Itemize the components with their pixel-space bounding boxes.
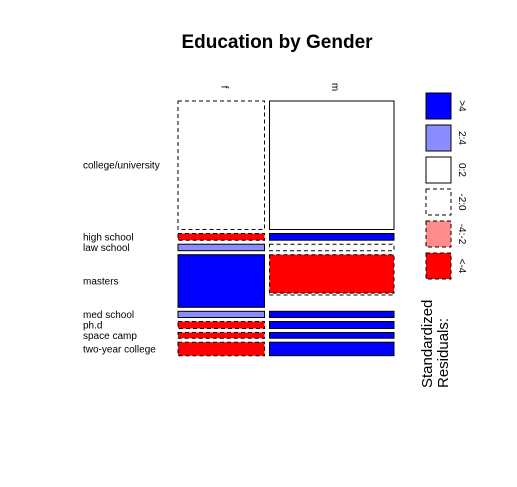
tile	[269, 233, 395, 241]
tile	[177, 243, 265, 252]
legend-swatch	[425, 220, 452, 248]
legend-label: <-4	[456, 259, 467, 274]
row-label: space camp	[83, 331, 137, 342]
residuals-legend: >4 2:4 0:2 -2:0 -4:-2 <-4	[425, 92, 467, 280]
tile	[177, 100, 265, 230]
tile	[177, 254, 265, 308]
row-label: two-year college	[83, 344, 156, 355]
tile	[269, 243, 395, 252]
tile	[269, 100, 395, 230]
tile	[177, 321, 265, 329]
tile	[177, 341, 265, 357]
legend-label: 2:4	[456, 131, 467, 145]
chart-title: Education by Gender	[181, 32, 373, 53]
row-label: law school	[83, 243, 130, 254]
legend-swatch	[425, 92, 452, 120]
row-label: masters	[83, 276, 119, 287]
legend-swatch	[425, 252, 452, 280]
legend-title: StandardizedResiduals:	[419, 300, 452, 388]
row-label: ph.d	[83, 320, 102, 331]
row-label: college/university	[83, 161, 160, 172]
tile	[177, 332, 265, 339]
row-label: high school	[83, 232, 134, 243]
legend-label: -4:-2	[456, 224, 467, 245]
tile	[177, 233, 265, 241]
legend-label: >4	[456, 100, 467, 112]
tile	[269, 254, 395, 294]
legend-swatch	[425, 188, 452, 216]
legend-swatch	[425, 124, 452, 152]
tile	[269, 321, 395, 329]
legend-label: 0:2	[456, 163, 467, 177]
tile	[269, 341, 395, 357]
row-label: med school	[83, 310, 134, 321]
legend-swatch	[425, 156, 452, 184]
tile	[177, 310, 265, 318]
column-label-m: m	[329, 83, 340, 91]
tile	[269, 332, 395, 339]
mosaic-tiles	[177, 100, 395, 357]
legend-label: -2:0	[456, 193, 467, 211]
tile	[269, 310, 395, 318]
column-label-f: f	[218, 86, 229, 89]
